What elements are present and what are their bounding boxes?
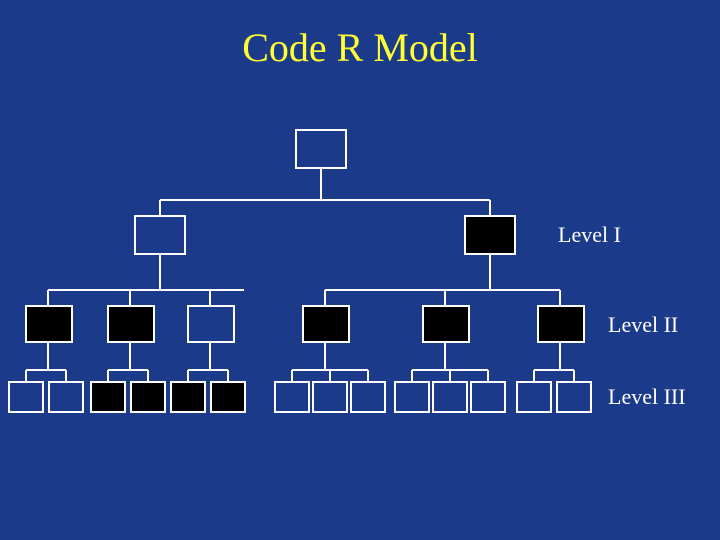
hierarchy-diagram [0,0,720,540]
level-label: Level I [558,222,621,248]
level-label: Level III [608,384,686,410]
level-label: Level II [608,312,678,338]
